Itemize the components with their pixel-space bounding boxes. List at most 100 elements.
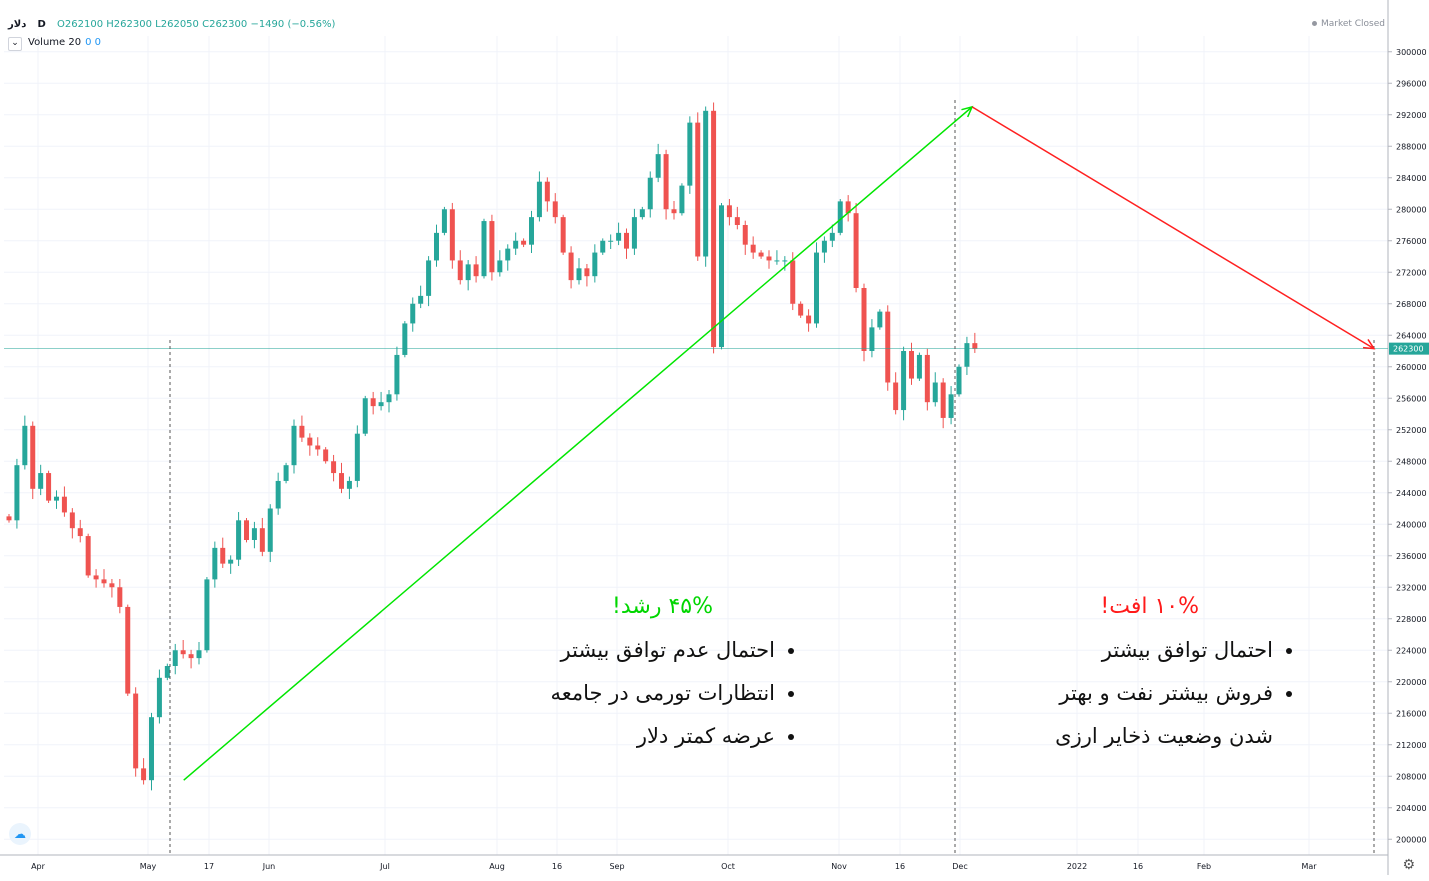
candle-body [877,311,883,328]
candle-body [378,402,384,407]
candle-body [299,425,305,438]
volume-values: 0 0 [85,37,102,48]
y-tick-label: 212000 [1396,741,1427,750]
y-tick-label: 244000 [1396,489,1427,498]
candle-body [339,473,344,489]
tradingview-logo-icon[interactable]: ☁ [9,823,31,845]
candle-body [251,528,257,540]
candle-body [449,209,455,261]
candle-body [687,122,693,186]
candle-body [695,122,701,257]
growth-reason-2: انتظارات تورمی در جامعه [550,672,775,715]
candle-body [38,473,44,489]
decline-title: ۱۰% افت! [1100,594,1199,619]
y-tick-label: 236000 [1396,552,1427,561]
candle-body [275,480,281,509]
candle-body [972,343,978,349]
decline-reason-1: احتمال توافق بیشتر [1055,629,1273,672]
candle-body [774,260,780,262]
y-tick-label: 264000 [1396,331,1427,340]
y-tick-label: 208000 [1396,772,1427,781]
candle-body [101,579,107,584]
candle-body [346,480,352,489]
candle-body [948,394,954,418]
candle-body [46,473,52,501]
gear-icon[interactable]: ⚙ [1402,856,1415,872]
candle-body [560,217,566,253]
x-tick-label: Dec [952,862,967,871]
candle-body [362,398,368,434]
candle-body [156,677,162,718]
y-tick-label: 224000 [1396,646,1427,655]
candle-body [782,260,788,262]
x-tick-label: Mar [1301,862,1317,871]
decline-annotation: ۱۰% افت! احتمال توافق بیشتر فروش بیشتر ن… [1055,594,1329,758]
candle-body [790,260,796,304]
growth-reason-3: عرضه کمتر دلار [550,715,775,758]
last-price-label: 262300 [1393,345,1424,354]
candle-body [647,177,653,210]
candle-body [172,650,178,666]
candle-body [837,201,843,233]
candle-body [624,232,629,249]
symbol-name[interactable]: دلار [8,19,27,30]
candle-body [893,382,899,411]
candle-body [742,225,748,245]
candle-body [600,240,606,253]
x-tick-label: 16 [552,862,562,871]
candle-body [489,221,495,273]
interval-label[interactable]: D [37,19,46,30]
x-tick-label: Jun [262,862,276,871]
candle-body [750,244,756,253]
open-value: O262100 [57,19,104,30]
x-tick-label: 2022 [1067,862,1087,871]
x-tick-label: Sep [609,862,624,871]
y-tick-label: 292000 [1396,111,1427,120]
candle-body [758,252,764,257]
chevron-down-icon[interactable]: ⌄ [8,37,22,51]
y-tick-label: 204000 [1396,804,1427,813]
candle-body [671,209,677,214]
candle-body [323,449,329,462]
candle-body [93,575,99,580]
growth-reason-1: احتمال عدم توافق بیشتر [550,629,775,672]
market-status: Market Closed [1311,19,1385,29]
y-tick-label: 248000 [1396,457,1427,466]
candle-body [220,547,226,564]
candle-body [109,583,115,588]
candle-body [885,311,891,383]
candle-body [536,181,542,218]
candle-body [544,181,550,202]
candle-body [513,240,519,249]
candle-body [410,303,416,324]
y-tick-label: 228000 [1396,615,1427,624]
y-tick-label: 256000 [1396,394,1427,403]
candle-body [481,221,487,277]
candle-body [932,382,938,403]
candle-body [402,323,408,355]
candle-body [315,445,321,450]
candle-body [964,343,970,367]
candle-body [386,394,392,403]
candle-body [940,382,946,418]
candle-body [331,461,337,474]
candle-body [259,528,265,552]
x-tick-label: 17 [204,862,214,871]
candle-body [370,398,376,407]
candle-body [69,512,75,529]
candle-body [212,547,218,580]
candle-body [133,693,139,769]
candle-body [188,654,194,659]
candle-body [244,520,249,540]
candle-body [291,425,297,466]
candle-body [6,516,12,521]
candle-body [703,110,709,257]
candle-body [529,217,534,245]
candle-body [505,248,511,261]
growth-list: احتمال عدم توافق بیشتر انتظارات تورمی در… [550,629,831,758]
candle-body [829,232,835,241]
growth-annotation: ۴۵% رشد! احتمال عدم توافق بیشتر انتظارات… [550,594,831,758]
candle-body [916,354,922,379]
candle-body [283,465,289,481]
